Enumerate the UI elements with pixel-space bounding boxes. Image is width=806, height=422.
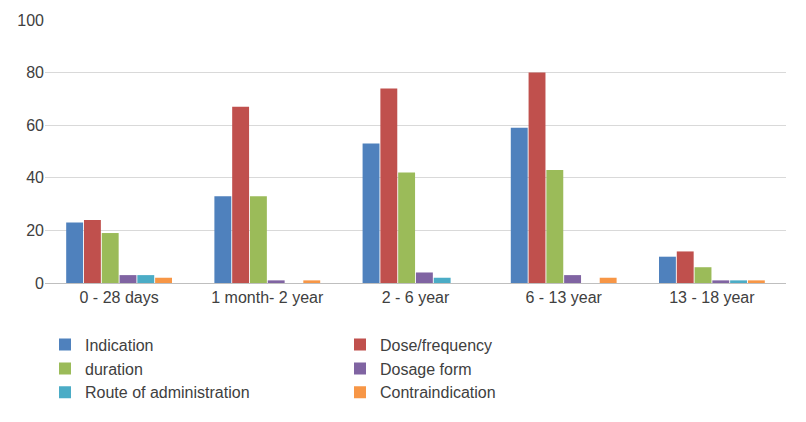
svg-text:0: 0 xyxy=(35,275,44,292)
svg-text:Dose/frequency: Dose/frequency xyxy=(380,337,492,354)
svg-text:Contraindication: Contraindication xyxy=(380,384,496,401)
svg-text:80: 80 xyxy=(26,64,44,81)
svg-text:13 - 18 year: 13 - 18 year xyxy=(669,289,755,306)
svg-text:Dosage form: Dosage form xyxy=(380,361,472,378)
svg-text:duration: duration xyxy=(85,361,143,378)
svg-text:40: 40 xyxy=(26,169,44,186)
svg-text:Indication: Indication xyxy=(85,337,154,354)
svg-text:2 - 6 year: 2 - 6 year xyxy=(382,289,450,306)
svg-text:1 month- 2 year: 1 month- 2 year xyxy=(211,289,324,306)
svg-text:0 - 28 days: 0 - 28 days xyxy=(80,289,159,306)
svg-text:100: 100 xyxy=(17,12,44,29)
svg-text:20: 20 xyxy=(26,222,44,239)
svg-text:Route of administration: Route of administration xyxy=(85,384,250,401)
svg-text:60: 60 xyxy=(26,117,44,134)
svg-text:6 - 13 year: 6 - 13 year xyxy=(525,289,602,306)
